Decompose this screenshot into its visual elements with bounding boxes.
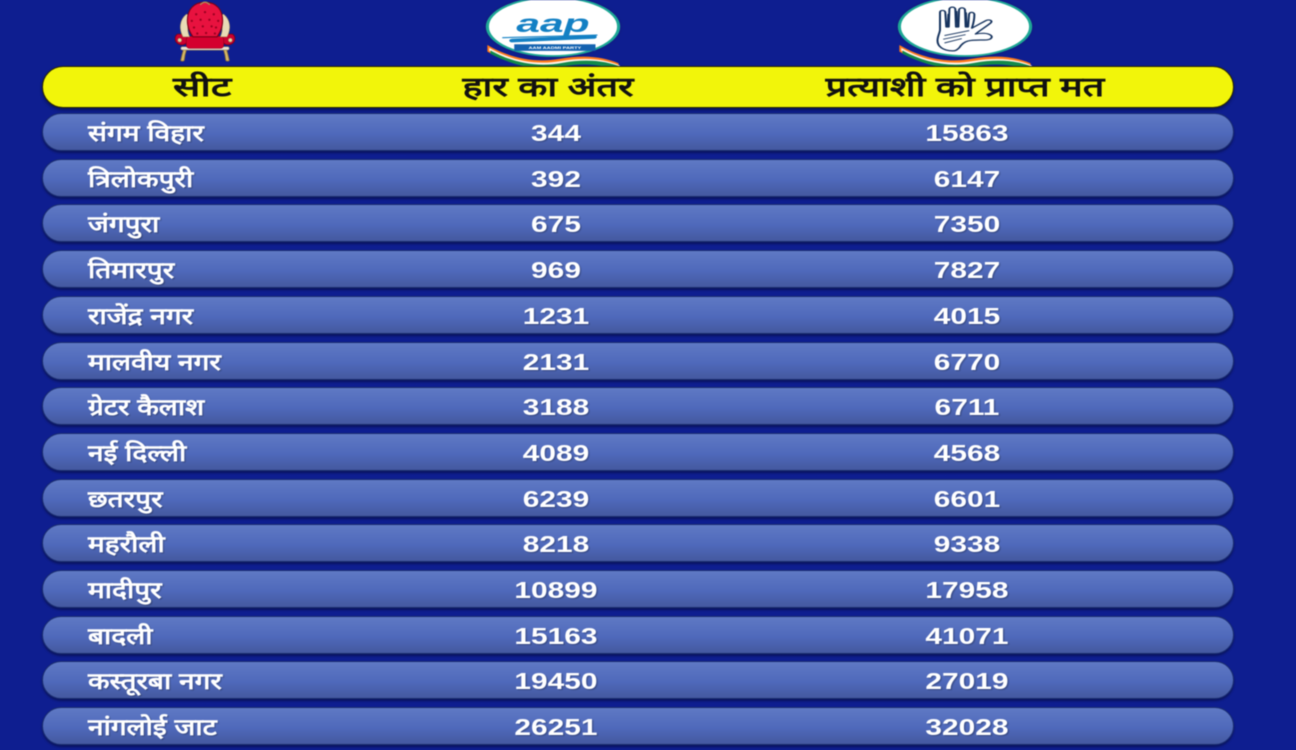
svg-text:AAM AADMI PARTY: AAM AADMI PARTY bbox=[528, 46, 581, 50]
svg-text:aap: aap bbox=[516, 10, 589, 38]
